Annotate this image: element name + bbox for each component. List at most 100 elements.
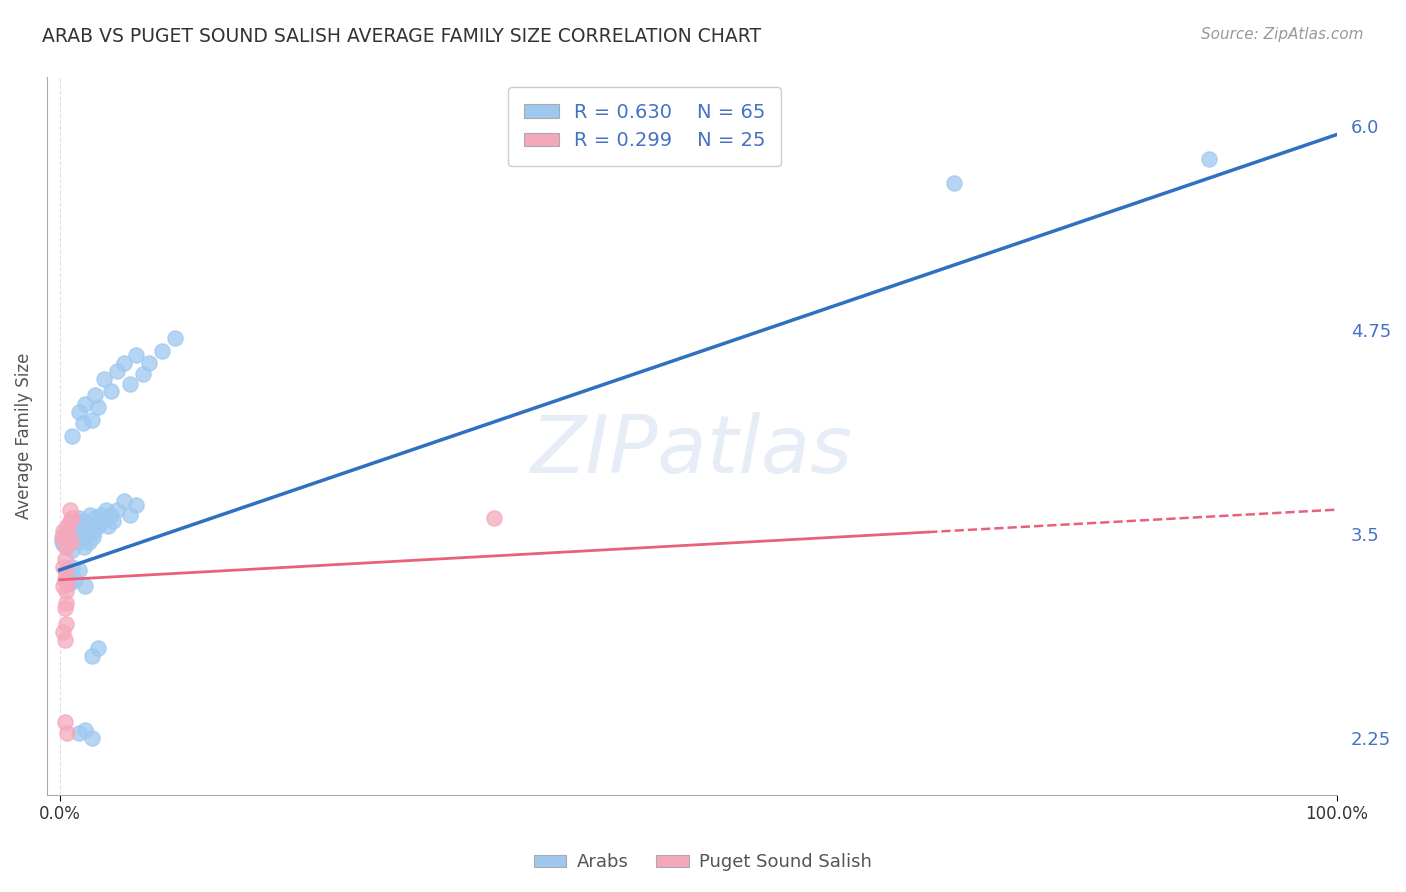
Point	[62, 514, 84, 528]
Point	[66, 535, 89, 549]
Point	[72, 514, 94, 528]
Point	[1198, 152, 1220, 166]
Point	[79, 508, 101, 522]
Point	[87, 400, 110, 414]
Point	[59, 502, 82, 516]
Point	[82, 530, 104, 544]
Point	[84, 388, 107, 402]
Point	[55, 596, 77, 610]
Point	[87, 641, 110, 656]
Y-axis label: Average Family Size: Average Family Size	[15, 353, 32, 519]
Point	[51, 530, 73, 544]
Point	[97, 519, 120, 533]
Point	[52, 537, 75, 551]
Point	[62, 429, 84, 443]
Point	[76, 519, 98, 533]
Point	[87, 519, 110, 533]
Point	[56, 530, 79, 544]
Point	[62, 543, 84, 558]
Point	[138, 356, 160, 370]
Point	[75, 397, 97, 411]
Point	[62, 559, 84, 574]
Point	[125, 348, 148, 362]
Point	[67, 510, 90, 524]
Point	[94, 502, 117, 516]
Point	[105, 502, 128, 516]
Point	[53, 551, 76, 566]
Point	[131, 368, 153, 382]
Point	[67, 726, 90, 740]
Point	[112, 356, 135, 370]
Point	[53, 527, 76, 541]
Point	[80, 649, 103, 664]
Text: Source: ZipAtlas.com: Source: ZipAtlas.com	[1201, 27, 1364, 42]
Point	[163, 331, 186, 345]
Point	[90, 508, 112, 522]
Point	[55, 540, 77, 554]
Point	[67, 563, 90, 577]
Point	[93, 372, 115, 386]
Point	[55, 616, 77, 631]
Point	[56, 576, 79, 591]
Point	[52, 524, 75, 538]
Point	[55, 567, 77, 582]
Point	[52, 559, 75, 574]
Point	[112, 494, 135, 508]
Point	[60, 519, 83, 533]
Point	[69, 519, 91, 533]
Point	[77, 535, 100, 549]
Point	[59, 535, 82, 549]
Point	[53, 633, 76, 648]
Point	[80, 731, 103, 745]
Point	[125, 498, 148, 512]
Point	[67, 405, 90, 419]
Point	[53, 600, 76, 615]
Point	[63, 573, 86, 587]
Point	[59, 514, 82, 528]
Point	[75, 530, 97, 544]
Point	[63, 530, 86, 544]
Point	[80, 519, 103, 533]
Point	[105, 364, 128, 378]
Legend: Arabs, Puget Sound Salish: Arabs, Puget Sound Salish	[526, 847, 880, 879]
Point	[52, 624, 75, 639]
Point	[84, 510, 107, 524]
Point	[91, 514, 114, 528]
Point	[75, 579, 97, 593]
Point	[75, 723, 97, 737]
Point	[60, 535, 83, 549]
Point	[482, 510, 505, 524]
Point	[118, 508, 141, 522]
Point	[100, 384, 122, 398]
Point	[942, 177, 965, 191]
Point	[53, 537, 76, 551]
Point	[76, 527, 98, 541]
Point	[56, 519, 79, 533]
Legend: R = 0.630    N = 65, R = 0.299    N = 25: R = 0.630 N = 65, R = 0.299 N = 25	[508, 87, 782, 166]
Point	[80, 413, 103, 427]
Text: ZIPatlas: ZIPatlas	[531, 411, 853, 490]
Point	[62, 510, 84, 524]
Point	[83, 524, 105, 538]
Point	[72, 416, 94, 430]
Text: ARAB VS PUGET SOUND SALISH AVERAGE FAMILY SIZE CORRELATION CHART: ARAB VS PUGET SOUND SALISH AVERAGE FAMIL…	[42, 27, 761, 45]
Point	[55, 563, 77, 577]
Point	[100, 508, 122, 522]
Point	[118, 377, 141, 392]
Point	[53, 714, 76, 729]
Point	[51, 533, 73, 548]
Point	[52, 579, 75, 593]
Point	[150, 344, 173, 359]
Point	[58, 527, 80, 541]
Point	[70, 527, 93, 541]
Point	[73, 540, 96, 554]
Point	[56, 726, 79, 740]
Point	[751, 128, 773, 142]
Point	[103, 514, 125, 528]
Point	[65, 524, 87, 538]
Point	[55, 540, 77, 554]
Point	[53, 573, 76, 587]
Point	[55, 584, 77, 599]
Point	[58, 524, 80, 538]
Point	[59, 576, 82, 591]
